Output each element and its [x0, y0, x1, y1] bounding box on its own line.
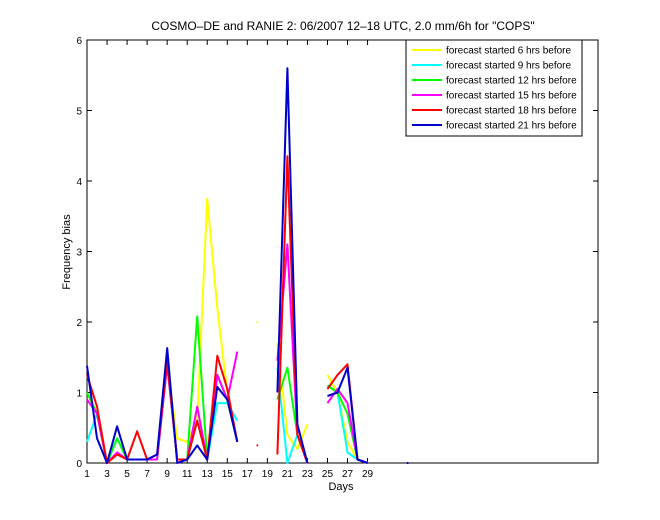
- x-tick-label: 29: [362, 469, 374, 480]
- x-tick-label: 7: [144, 469, 150, 480]
- legend-entry: forecast started 9 hrs before: [446, 61, 572, 72]
- legend-entry: forecast started 6 hrs before: [446, 46, 572, 57]
- chart-title: COSMO–DE and RANIE 2: 06/2007 12–18 UTC,…: [151, 19, 534, 33]
- x-tick-label: 1: [84, 469, 90, 480]
- legend-entry: forecast started 15 hrs before: [446, 91, 577, 102]
- x-tick-label: 17: [242, 469, 254, 480]
- x-tick-label: 19: [262, 469, 274, 480]
- series-6: [86, 67, 409, 464]
- x-tick-label: 13: [202, 469, 214, 480]
- x-tick-label: 3: [104, 469, 110, 480]
- y-tick-label: 6: [76, 36, 82, 47]
- series-line: [276, 342, 309, 450]
- series-line: [276, 67, 309, 464]
- series-line: [327, 366, 368, 464]
- x-tick-label: 11: [182, 469, 193, 480]
- x-tick-label: 23: [302, 469, 314, 480]
- x-tick-label: 9: [164, 469, 170, 480]
- y-tick-label: 4: [76, 177, 82, 188]
- y-tick-label: 5: [76, 107, 82, 118]
- legend-box: [405, 39, 583, 137]
- y-tick-label: 1: [76, 389, 82, 400]
- legend: forecast started 6 hrs before forecast st…: [405, 39, 583, 137]
- y-tick-label: 2: [76, 318, 82, 329]
- legend-entry: forecast started 21 hrs before: [446, 121, 577, 132]
- x-tick-label: 15: [222, 469, 234, 480]
- x-tick-label: 25: [322, 469, 334, 480]
- y-tick-label: 0: [76, 459, 82, 470]
- x-tick-label: 5: [124, 469, 130, 480]
- series-line: [276, 155, 309, 464]
- x-tick-label: 27: [342, 469, 354, 480]
- y-axis-label: Frequency bias: [61, 214, 73, 290]
- x-tick-label: 21: [282, 469, 294, 480]
- legend-entry: forecast started 12 hrs before: [446, 76, 577, 87]
- y-tick-label: 3: [76, 248, 82, 259]
- series-line: [86, 347, 239, 464]
- x-axis-label: Days: [328, 481, 354, 493]
- legend-entry: forecast started 18 hrs before: [446, 106, 577, 117]
